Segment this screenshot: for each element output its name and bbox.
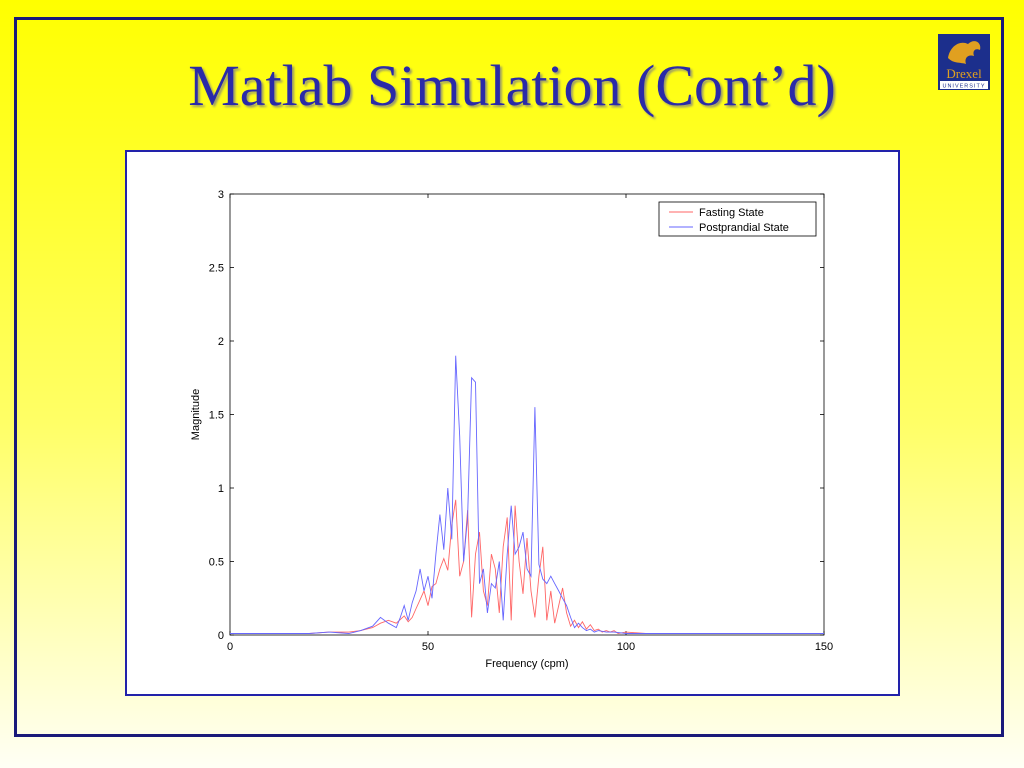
legend-box <box>658 201 817 237</box>
series-line-fasting <box>230 499 824 634</box>
y-axis-label: Magnitude <box>190 389 202 440</box>
line-chart: 0 50 100 150 0 0.5 1 1.5 2 2.5 3 Fasting State Post… <box>190 189 833 670</box>
y-tick-label: 1.5 <box>209 410 224 422</box>
slide-frame <box>14 17 1004 737</box>
dragon-icon <box>948 41 981 64</box>
logo-text: Drexel <box>946 66 982 81</box>
y-tick-label: 0 <box>218 630 224 642</box>
slide-title: Matlab Simulation (Cont’d) <box>188 53 836 118</box>
y-tick-label: 2 <box>218 336 224 348</box>
chart-figure: 0 50 100 150 0 0.5 1 1.5 2 2.5 3 Fasting State Post… <box>125 150 900 696</box>
chart-axes: 0 50 100 150 0 0.5 1 1.5 2 2.5 3 <box>209 189 833 653</box>
x-tick-label: 0 <box>227 641 233 653</box>
logo-subtext: UNIVERSITY <box>942 84 985 90</box>
x-tick-label: 100 <box>617 641 635 653</box>
drexel-logo: Drexel UNIVERSITY <box>938 34 990 90</box>
y-tick-label: 1 <box>218 483 224 495</box>
y-tick-label: 0.5 <box>209 557 224 569</box>
y-tick-label: 3 <box>218 189 224 201</box>
legend: Fasting State Postprandial State <box>658 201 817 237</box>
series-line-postprandial <box>230 355 824 634</box>
legend-label: Fasting State <box>699 207 764 219</box>
y-tick-label: 2.5 <box>209 263 224 275</box>
x-tick-label: 50 <box>422 641 434 653</box>
x-axis-label: Frequency (cpm) <box>485 658 568 670</box>
legend-label: Postprandial State <box>699 222 789 234</box>
series-layer <box>230 355 824 634</box>
x-tick-label: 150 <box>815 641 833 653</box>
